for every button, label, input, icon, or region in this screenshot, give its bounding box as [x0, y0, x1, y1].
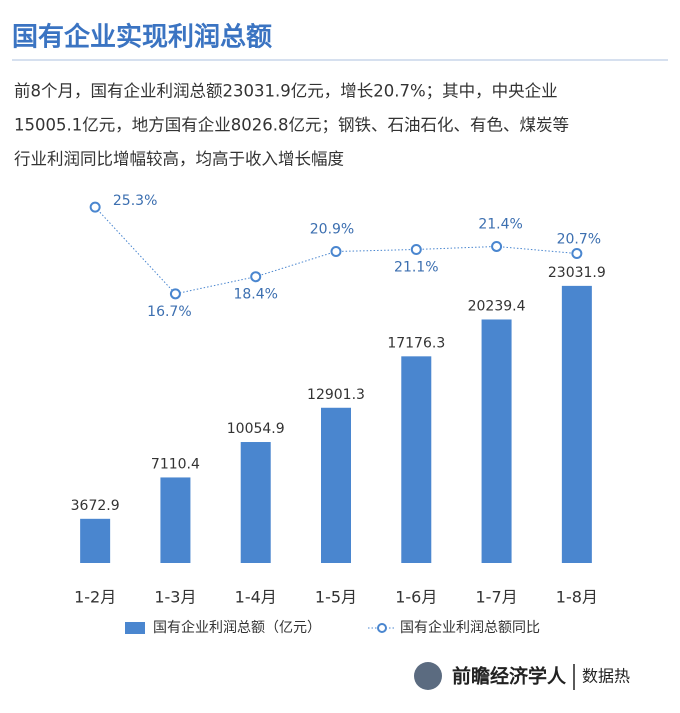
footer: 前瞻经济学人 数据热: [414, 662, 630, 690]
bar-value-label: 12901.3: [307, 387, 365, 403]
line-value-label: 16.7%: [147, 304, 191, 320]
bar: [401, 356, 432, 563]
bar: [481, 319, 512, 563]
bar-value-label: 10054.9: [227, 421, 285, 437]
bar-value-label: 20239.4: [468, 298, 526, 314]
bar: [321, 407, 351, 563]
bar-value-label: 3672.9: [71, 498, 120, 514]
line-value-label: 20.7%: [557, 232, 601, 248]
line-point: [89, 201, 101, 213]
x-tick-label: 1-5月: [315, 588, 357, 607]
bar-value-label: 17176.3: [387, 335, 445, 351]
bar-value-label: 23031.9: [548, 265, 606, 281]
legend-label: 国有企业利润总额同比: [400, 619, 540, 636]
x-tick-label: 1-3月: [154, 588, 196, 607]
line-point: [169, 288, 181, 300]
subtitle-line: 15005.1亿元，地方国有企业8026.8亿元；钢铁、石油石化、有色、煤炭等: [14, 116, 569, 135]
footer-tag: 数据热: [582, 667, 630, 686]
footer-icon: [414, 662, 442, 690]
line-value-label: 21.1%: [394, 259, 438, 275]
x-tick-label: 1-4月: [235, 588, 277, 607]
subtitle-line: 前8个月，国有企业利润总额23031.9亿元，增长20.7%；其中，中央企业: [14, 82, 558, 101]
line-point: [250, 271, 262, 283]
legend-label: 国有企业利润总额（亿元）: [153, 619, 321, 636]
line-value-label: 20.9%: [310, 221, 354, 237]
line-value-label: 18.4%: [233, 287, 277, 303]
bar-value-label: 7110.4: [151, 456, 200, 472]
x-tick-label: 1-7月: [476, 588, 518, 607]
x-tick-label: 1-8月: [556, 588, 598, 607]
line-point: [330, 245, 342, 257]
line-value-label: 21.4%: [478, 216, 522, 232]
bar: [160, 477, 191, 563]
line-point: [571, 248, 583, 260]
line-point: [491, 240, 503, 252]
x-tick-label: 1-6月: [395, 588, 437, 607]
legend-swatch: [377, 623, 387, 633]
x-tick-label: 1-2月: [74, 588, 116, 607]
bar: [240, 442, 271, 563]
footer-brand: 前瞻经济学人: [452, 665, 567, 688]
subtitle-line: 行业利润同比增幅较高，均高于收入增长幅度: [14, 150, 344, 169]
bar: [561, 285, 592, 563]
line-value-label: 25.3%: [113, 193, 157, 209]
legend-swatch: [125, 622, 145, 634]
chart-title: 国有企业实现利润总额: [12, 22, 272, 53]
bar: [80, 518, 111, 563]
line-point: [410, 243, 422, 255]
